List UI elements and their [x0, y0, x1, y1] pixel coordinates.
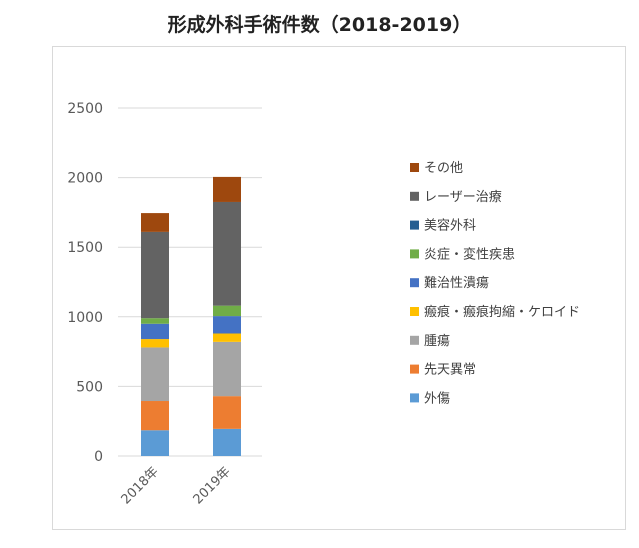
chart-area [52, 46, 626, 530]
bar-segment-1-5 [213, 305, 241, 317]
legend-label: 瘢痕・瘢痕拘縮・ケロイド [424, 304, 580, 320]
bar-segment-1-7 [213, 201, 241, 306]
legend: その他レーザー治療美容外科炎症・変性疾患難治性潰瘍瘢痕・瘢痕拘縮・ケロイド腫瘍先… [410, 161, 580, 406]
legend-swatch [410, 191, 419, 201]
legend-swatch [410, 278, 419, 288]
y-tick-label: 0 [94, 449, 103, 465]
legend-swatch [410, 393, 419, 403]
bar-segment-0-8 [141, 213, 169, 232]
legend-label: 腫瘍 [424, 333, 450, 349]
legend-swatch [410, 364, 419, 374]
bar-segment-0-2 [141, 347, 169, 402]
chart-title: 形成外科手術件数（2018-2019） [167, 14, 472, 36]
legend-swatch [410, 220, 419, 230]
legend-label: レーザー治療 [424, 190, 502, 205]
bar-segment-1-3 [213, 333, 241, 342]
legend-label: 難治性潰瘍 [424, 275, 489, 291]
legend-swatch [410, 163, 419, 172]
legend-swatch [410, 249, 419, 259]
x-tick-label: 2019年 [191, 464, 234, 507]
legend-label: 外傷 [424, 391, 450, 406]
legend-label: 先天異常 [424, 363, 476, 378]
bar-segment-1-8 [213, 176, 241, 202]
bar-segment-0-1 [141, 401, 169, 431]
y-tick-label: 500 [76, 379, 103, 395]
y-tick-label: 1000 [67, 310, 103, 326]
bars [141, 176, 241, 456]
bar-segment-1-2 [213, 341, 241, 397]
bar-segment-0-5 [141, 318, 169, 324]
bar-segment-0-7 [141, 231, 169, 319]
legend-label: 炎症・変性疾患 [424, 246, 515, 262]
x-tick-label: 2018年 [119, 464, 162, 507]
bar-segment-0-0 [141, 430, 169, 456]
bar-segment-0-4 [141, 323, 169, 340]
bar-segment-0-3 [141, 339, 169, 348]
y-tick-label: 2000 [67, 171, 103, 187]
legend-swatch [410, 335, 419, 345]
y-tick-label: 2500 [67, 101, 103, 117]
y-tick-label: 1500 [67, 240, 103, 256]
legend-label: その他 [424, 161, 463, 176]
bar-segment-1-0 [213, 428, 241, 456]
legend-swatch [410, 307, 419, 316]
bar-segment-1-1 [213, 396, 241, 429]
bar-segment-1-4 [213, 316, 241, 334]
legend-label: 美容外科 [424, 218, 476, 234]
